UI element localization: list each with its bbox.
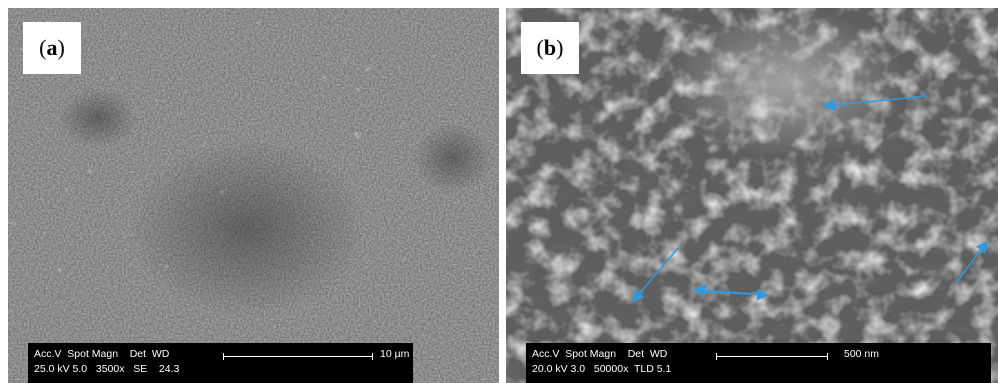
scale-bar-a bbox=[223, 353, 373, 360]
sem-panel-b: (b) Acc.V Spot Magn Det WD 20.0 kV 3.0 5… bbox=[506, 8, 998, 383]
arrow-1 bbox=[632, 95, 988, 303]
panel-label-b-letter: b bbox=[543, 35, 557, 60]
sem-panel-a: (a) Acc.V Spot Magn Det WD 25.0 kV 5.0 3… bbox=[8, 8, 499, 383]
arrow-line-3b bbox=[693, 284, 757, 297]
scale-label-a: 10 µm bbox=[380, 348, 410, 360]
databar-params-values-b: 20.0 kV 3.0 50000x TLD 5.1 bbox=[532, 363, 672, 375]
arrow-line-4 bbox=[955, 240, 988, 284]
databar-params-values-a: 25.0 kV 5.0 3500x SE 24.3 bbox=[34, 363, 180, 375]
panel-label-a-letter: a bbox=[46, 35, 58, 60]
sem-databar-b: Acc.V Spot Magn Det WD 20.0 kV 3.0 50000… bbox=[526, 343, 991, 383]
scale-label-b: 500 nm bbox=[844, 348, 880, 360]
databar-params-header-b: Acc.V Spot Magn Det WD bbox=[532, 348, 668, 360]
sem-image-b bbox=[506, 8, 998, 383]
databar-params-header-a: Acc.V Spot Magn Det WD bbox=[34, 348, 170, 360]
scale-bar-b bbox=[716, 353, 828, 360]
arrow-line-1 bbox=[823, 95, 927, 112]
panel-label-a: (a) bbox=[23, 22, 81, 74]
panel-label-b: (b) bbox=[521, 22, 579, 74]
arrow-line-2 bbox=[632, 247, 679, 303]
sem-image-a bbox=[8, 8, 499, 383]
sem-databar-a: Acc.V Spot Magn Det WD 25.0 kV 5.0 3500x… bbox=[28, 343, 413, 383]
